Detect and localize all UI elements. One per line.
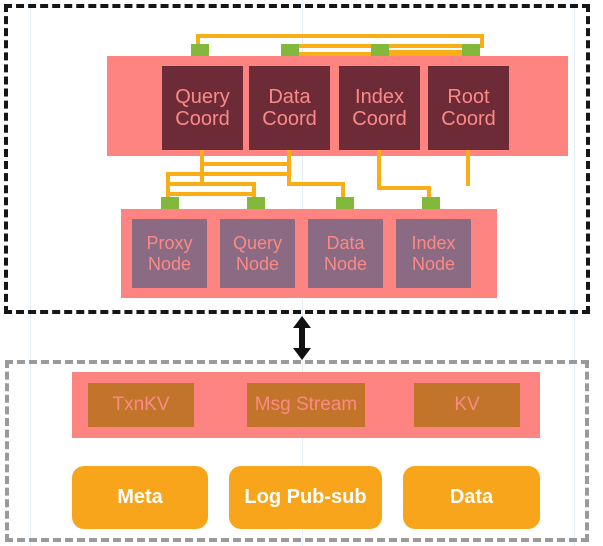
wire-segment [166, 172, 290, 176]
coord-label-line1: Index [355, 85, 404, 108]
node-label-line2: Node [323, 253, 368, 274]
node-box-proxy[interactable]: Proxy Node [132, 219, 207, 288]
storage-label-line1: TxnKV [112, 394, 170, 416]
node-box-data[interactable]: Data Node [308, 219, 383, 288]
node-label-line1: Query [232, 233, 283, 254]
node-label-line2: Node [235, 253, 280, 274]
storage-box-kv[interactable]: KV [414, 383, 520, 427]
backend-label-line1: Data [449, 486, 494, 508]
coord-label-line1: Query [175, 85, 230, 108]
wire-segment [287, 182, 345, 186]
coord-label-line2: Coord [441, 108, 496, 130]
wire-segment [377, 186, 431, 190]
wire-segment [466, 150, 470, 186]
background-guide-line [30, 0, 31, 546]
wire-segment [341, 182, 345, 208]
wire-segment [200, 150, 204, 182]
bidirectional-arrow [291, 316, 313, 360]
coord-label-line2: Coord [175, 108, 230, 130]
storage-label-line1: KV [454, 394, 480, 416]
backend-box-meta[interactable]: Meta [72, 466, 208, 529]
node-label-line1: Data [326, 233, 365, 254]
node-label-line2: Node [147, 253, 192, 274]
node-label-line2: Node [411, 253, 456, 274]
coord-box-query[interactable]: Query Coord [162, 66, 243, 150]
double-arrow-icon [293, 316, 311, 360]
backend-box-data[interactable]: Data [403, 466, 540, 529]
coord-label-line1: Root [447, 85, 490, 108]
wire-segment [480, 34, 484, 48]
coord-box-root[interactable]: Root Coord [428, 66, 509, 150]
storage-label-line2: Stream [295, 394, 358, 416]
node-label-line1: Index [411, 233, 456, 254]
node-label-line1: Proxy [146, 233, 193, 254]
coord-box-data[interactable]: Data Coord [249, 66, 330, 150]
coord-label-line1: Data [268, 85, 311, 108]
backend-box-log-pubsub[interactable]: Log Pub-sub [229, 466, 382, 529]
coord-box-index[interactable]: Index Coord [339, 66, 420, 150]
background-guide-line [574, 0, 575, 546]
wire-segment [200, 162, 290, 166]
storage-box-msg-stream[interactable]: Msg Stream [247, 383, 365, 427]
storage-section-boundary [5, 360, 589, 542]
wire-segment [287, 174, 291, 182]
coord-label-line2: Coord [262, 108, 317, 130]
wire-segment [166, 192, 256, 196]
backend-label-line1: Meta [117, 486, 163, 508]
backend-label-line1: Log [244, 486, 282, 508]
node-box-index[interactable]: Index Node [396, 219, 471, 288]
wire-segment [196, 34, 484, 38]
coord-label-line2: Coord [352, 108, 407, 130]
wire-segment [376, 50, 470, 54]
wire-segment [166, 182, 256, 186]
wire-segment [166, 172, 170, 208]
compute-section-boundary [4, 4, 590, 314]
storage-box-txnkv[interactable]: TxnKV [88, 383, 194, 427]
wire-segment [377, 150, 381, 186]
storage-label-line1: Msg [254, 394, 291, 416]
backend-label-line2: Pub-sub [286, 486, 367, 508]
node-box-query[interactable]: Query Node [220, 219, 295, 288]
